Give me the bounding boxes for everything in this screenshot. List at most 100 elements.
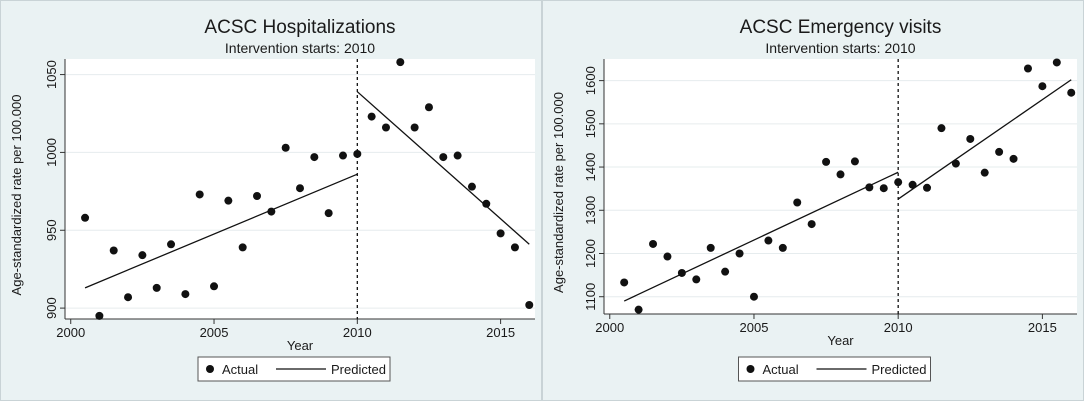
x-axis-label: Year (287, 338, 314, 353)
y-tick-label: 1100 (583, 283, 598, 311)
data-point (138, 251, 147, 260)
predicted-line (897, 79, 1072, 200)
data-point (836, 170, 845, 179)
x-axis-label: Year (827, 333, 854, 348)
x-tick-label: 2000 (595, 320, 624, 335)
data-point (281, 143, 290, 152)
data-point (510, 243, 519, 252)
predicted-line (84, 173, 358, 289)
data-point (482, 199, 491, 208)
y-tick-label: 900 (44, 297, 59, 319)
data-point (267, 207, 276, 216)
data-point (692, 275, 701, 284)
data-point (353, 149, 362, 158)
data-point (367, 112, 376, 121)
legend-label-predicted: Predicted (872, 362, 927, 377)
data-point (1067, 88, 1076, 97)
plot-area (604, 59, 1077, 314)
data-point (525, 300, 534, 309)
predicted-line (623, 171, 899, 302)
y-tick-label: 1000 (44, 138, 59, 167)
data-point (424, 103, 433, 112)
data-point (181, 290, 190, 299)
y-axis-label: Age-standardized rate per 100.000 (551, 92, 566, 293)
data-point (167, 240, 176, 249)
predicted-line (356, 91, 530, 245)
y-tick-label: 950 (44, 219, 59, 241)
legend-marker-actual (206, 365, 214, 373)
data-point (620, 278, 629, 287)
data-point (894, 178, 903, 187)
data-point (109, 246, 118, 255)
data-point (1038, 82, 1047, 91)
data-point (663, 252, 672, 261)
data-point (95, 311, 104, 320)
chart-subtitle: Intervention starts: 2010 (765, 40, 915, 56)
data-point (396, 58, 405, 67)
data-point (865, 183, 874, 192)
y-tick-label: 1600 (583, 66, 598, 95)
data-point (338, 151, 347, 160)
chart-panel-emergency-visits: ACSC Emergency visits Intervention starts… (542, 0, 1084, 401)
data-point (1009, 154, 1018, 163)
data-point (324, 209, 333, 218)
data-point (649, 239, 658, 248)
data-point (951, 159, 960, 168)
data-point (453, 151, 462, 160)
data-point (937, 124, 946, 133)
chart-subtitle: Intervention starts: 2010 (225, 40, 375, 56)
data-point (124, 293, 133, 302)
legend-marker-actual (746, 365, 755, 373)
x-tick-label: 2015 (1028, 320, 1057, 335)
data-point (749, 292, 758, 301)
data-point (807, 220, 816, 229)
x-tick-label: 2005 (200, 325, 229, 340)
legend-label-actual: Actual (222, 362, 258, 377)
legend-label-predicted: Predicted (331, 362, 386, 377)
data-point (195, 190, 204, 199)
data-point (81, 213, 90, 222)
x-tick-label: 2010 (343, 325, 372, 340)
data-point (310, 153, 319, 162)
data-point (995, 147, 1004, 156)
data-point (238, 243, 247, 252)
y-tick-label: 1500 (583, 109, 598, 138)
chart-panel-hospitalizations: ACSC Hospitalizations Intervention starts… (0, 0, 542, 401)
data-point (152, 283, 161, 292)
data-point (879, 184, 888, 193)
chart-title: ACSC Emergency visits (740, 17, 942, 38)
data-point (467, 182, 476, 191)
data-point (634, 305, 643, 314)
data-point (1052, 58, 1061, 67)
y-axis-label: Age-standardized rate per 100.000 (9, 95, 24, 296)
data-point (224, 196, 233, 205)
data-point (296, 184, 304, 193)
x-tick-label: 2015 (486, 325, 515, 340)
data-point (822, 157, 831, 166)
y-tick-label: 1300 (583, 196, 598, 225)
data-point (253, 192, 262, 201)
data-point (1023, 64, 1032, 73)
x-tick-label: 2000 (56, 325, 85, 340)
data-point (778, 243, 787, 252)
data-point (908, 180, 917, 189)
legend-label-actual: Actual (763, 362, 799, 377)
chart-svg: ACSC Hospitalizations Intervention starts… (9, 17, 535, 382)
data-point (410, 123, 419, 132)
data-point (721, 267, 730, 276)
data-point (210, 282, 219, 291)
data-point (966, 134, 975, 143)
data-point (764, 236, 773, 245)
data-point (735, 249, 744, 258)
x-tick-label: 2005 (740, 320, 769, 335)
data-point (706, 243, 715, 252)
y-tick-label: 1200 (583, 239, 598, 268)
data-point (439, 153, 448, 162)
data-point (980, 168, 989, 177)
x-tick-label: 2010 (884, 320, 913, 335)
data-point (923, 183, 932, 192)
data-point (381, 123, 390, 132)
data-point (850, 157, 859, 166)
data-point (793, 198, 802, 207)
